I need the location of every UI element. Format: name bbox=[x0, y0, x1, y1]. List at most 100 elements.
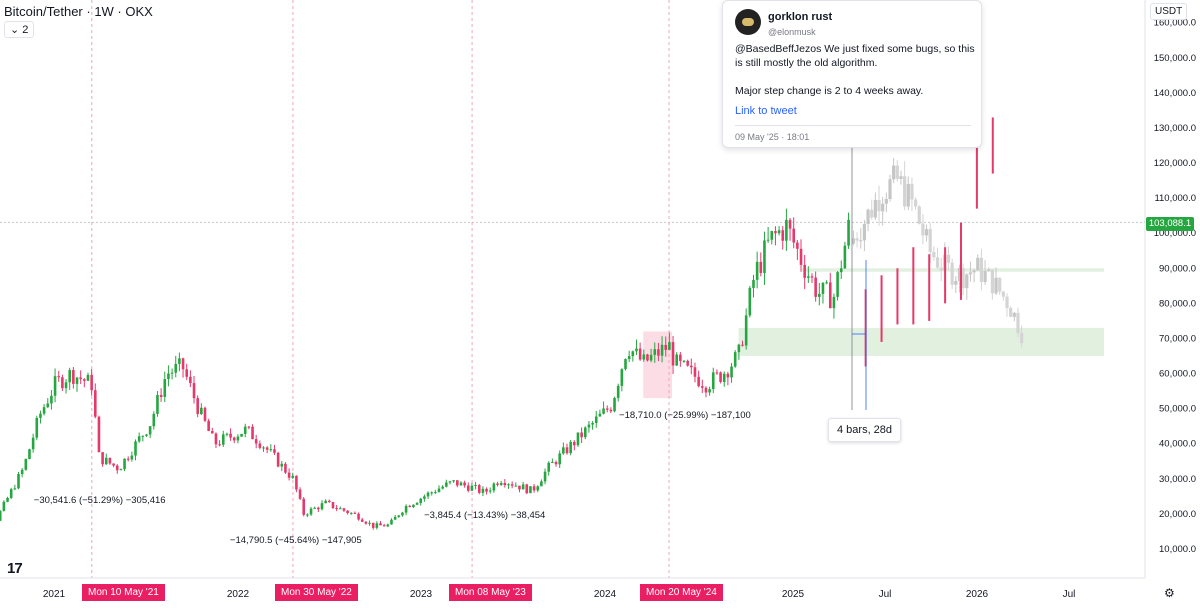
projection-bar bbox=[928, 254, 931, 321]
candle bbox=[708, 389, 711, 393]
candle bbox=[46, 403, 50, 408]
candle bbox=[79, 377, 82, 380]
candle bbox=[748, 287, 752, 316]
projection-bar bbox=[912, 247, 915, 325]
candle bbox=[382, 525, 386, 527]
candle bbox=[620, 369, 624, 386]
candle bbox=[551, 461, 554, 463]
date-marker-2024: Mon 20 May '24 bbox=[640, 584, 723, 601]
candle bbox=[448, 481, 452, 483]
ghost-candle bbox=[976, 257, 980, 271]
candle bbox=[722, 373, 726, 382]
ghost-candle bbox=[928, 229, 932, 252]
candle bbox=[690, 365, 693, 368]
drawdown-label: −14,790.5 (−45.64%) −147,905 bbox=[230, 535, 362, 546]
ghost-candle bbox=[859, 240, 863, 242]
y-tick-label: 60,000.0 bbox=[1159, 369, 1196, 380]
tweet-link[interactable]: Link to tweet bbox=[735, 105, 797, 117]
candle bbox=[401, 512, 404, 516]
ghost-candle bbox=[895, 165, 899, 179]
candle bbox=[196, 398, 199, 415]
candle bbox=[624, 359, 627, 370]
candle bbox=[499, 482, 503, 485]
candle bbox=[408, 505, 412, 508]
candle bbox=[518, 485, 521, 490]
candle bbox=[192, 383, 196, 399]
candle bbox=[470, 485, 474, 491]
candle bbox=[291, 475, 295, 478]
candle bbox=[189, 376, 192, 384]
y-tick-label: 110,000.0 bbox=[1154, 193, 1196, 204]
candle bbox=[254, 439, 258, 444]
candle bbox=[463, 482, 466, 486]
candle bbox=[565, 447, 569, 454]
tweet-card: gorklon rust @elonmusk @BasedBeffJezos W… bbox=[722, 0, 982, 148]
candle bbox=[492, 483, 496, 491]
candle bbox=[430, 492, 434, 494]
ghost-candle bbox=[906, 183, 910, 207]
currency-unit-button[interactable]: USDT bbox=[1150, 3, 1188, 20]
candle bbox=[737, 344, 741, 353]
candle bbox=[0, 510, 2, 521]
candle bbox=[682, 360, 686, 362]
candle bbox=[711, 372, 715, 390]
candle bbox=[83, 379, 86, 381]
candle bbox=[796, 242, 799, 249]
candle bbox=[251, 426, 254, 440]
annotation-layer: −30,541.6 (−51.29%) −305,416 −14,790.5 (−… bbox=[34, 148, 867, 546]
candle bbox=[280, 463, 284, 467]
ghost-candle bbox=[851, 238, 856, 244]
candle bbox=[693, 367, 697, 377]
candle bbox=[170, 372, 174, 374]
candle bbox=[90, 374, 93, 391]
candle bbox=[529, 486, 532, 494]
date-marker-2021: Mon 10 May '21 bbox=[82, 584, 165, 601]
candle bbox=[419, 498, 423, 504]
candle bbox=[785, 219, 788, 241]
candle bbox=[53, 376, 57, 396]
candle bbox=[843, 245, 847, 269]
y-tick-label: 10,000.0 bbox=[1159, 544, 1196, 555]
collapse-toggle[interactable]: ⌄ 2 bbox=[4, 21, 35, 38]
y-tick-label: 150,000.0 bbox=[1154, 53, 1196, 64]
candle bbox=[807, 276, 810, 278]
candle bbox=[75, 377, 79, 384]
candle bbox=[42, 407, 46, 414]
candle bbox=[646, 354, 649, 361]
candle bbox=[24, 459, 28, 470]
y-tick-label: 40,000.0 bbox=[1159, 439, 1196, 450]
ghost-candle bbox=[946, 254, 951, 263]
candle bbox=[602, 408, 605, 414]
ghost-candle bbox=[873, 199, 877, 218]
candle bbox=[423, 496, 426, 499]
x-tick-label: Jul bbox=[1063, 589, 1076, 600]
ghost-candle bbox=[903, 176, 907, 207]
candle bbox=[276, 452, 280, 467]
candle bbox=[792, 228, 796, 243]
settings-gear-icon[interactable]: ⚙ bbox=[1164, 586, 1175, 600]
candle bbox=[298, 489, 302, 499]
candle bbox=[774, 231, 777, 234]
x-tick-label: Jul bbox=[879, 589, 892, 600]
candle bbox=[6, 497, 9, 502]
candle bbox=[375, 523, 379, 528]
candle bbox=[86, 374, 90, 381]
candle bbox=[284, 463, 287, 473]
candle bbox=[360, 519, 364, 522]
candle bbox=[379, 523, 382, 526]
candle bbox=[17, 474, 20, 489]
candle bbox=[72, 370, 75, 384]
candle bbox=[660, 344, 664, 356]
date-marker-2022: Mon 30 May '22 bbox=[275, 584, 358, 601]
projection-bar bbox=[975, 141, 978, 209]
candle bbox=[477, 485, 481, 493]
candle bbox=[9, 489, 13, 498]
candle bbox=[181, 358, 185, 370]
ghost-candle bbox=[877, 199, 881, 212]
candle bbox=[108, 457, 112, 464]
projection-bar bbox=[991, 117, 994, 174]
ghost-candle bbox=[990, 269, 994, 294]
candle bbox=[302, 498, 306, 515]
candle bbox=[313, 507, 316, 509]
